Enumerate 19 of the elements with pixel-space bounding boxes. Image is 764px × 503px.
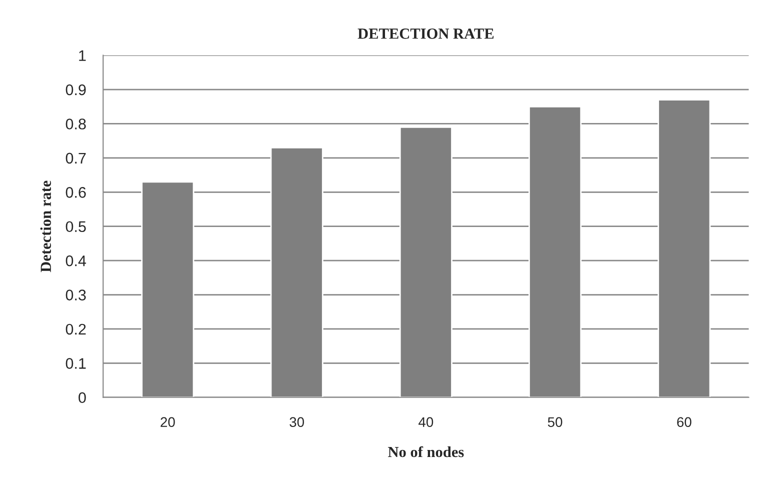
- y-tick-label: 1: [79, 50, 86, 61]
- y-tick-label: 0.3: [66, 290, 86, 300]
- y-tick-label: 0: [78, 392, 86, 404]
- y-tick-label: 0.9: [66, 84, 86, 96]
- y-axis-title: Detection rate: [40, 180, 52, 272]
- y-tick-label: 0.5: [66, 221, 86, 232]
- x-tick-label: 40: [418, 417, 434, 428]
- y-tick-label: 0.4: [66, 255, 86, 266]
- x-tick-label: 50: [548, 417, 562, 428]
- x-tick-label: 60: [677, 417, 692, 428]
- y-tick-label: 0.8: [66, 118, 86, 130]
- y-tick-label: 0.2: [66, 324, 86, 335]
- x-tick-label: 30: [290, 417, 304, 428]
- y-tick-label: 0.1: [66, 358, 86, 369]
- y-tick-label: 0.6: [66, 187, 86, 198]
- chart-title: DETECTION RATE: [358, 28, 494, 39]
- x-axis-title: No of nodes: [388, 446, 464, 458]
- y-tick-label: 0.7: [66, 152, 86, 164]
- x-tick-label: 20: [160, 417, 175, 428]
